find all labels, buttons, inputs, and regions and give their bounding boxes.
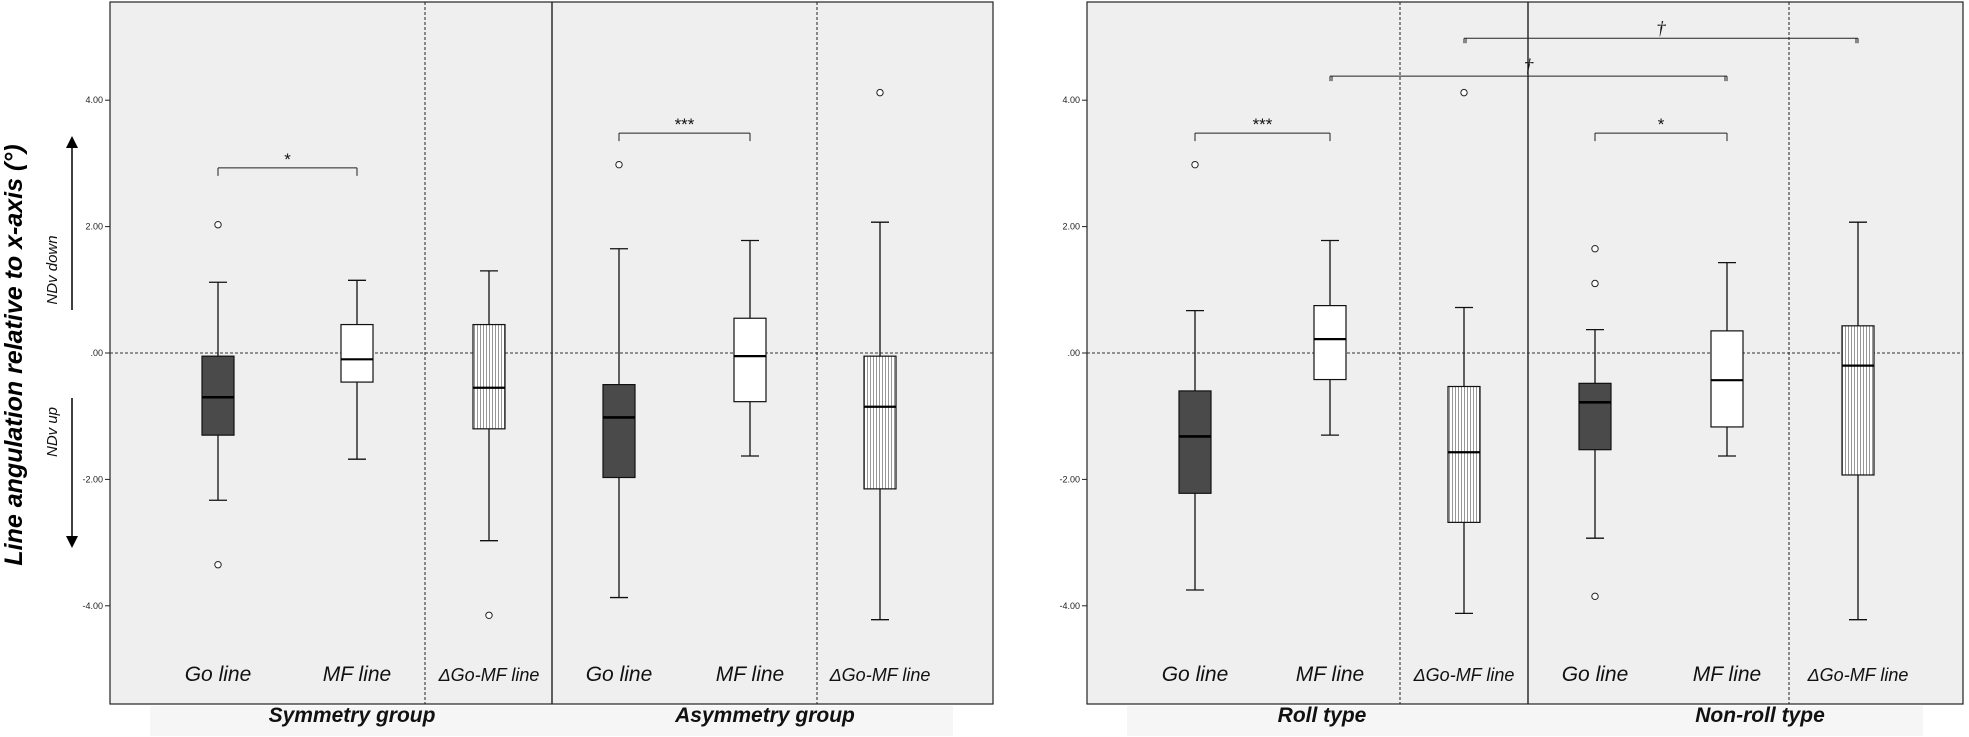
right-panel: 4.00 2.00 .00 -2.00 -4.00 Roll type Go line MF …	[1059, 1, 1964, 736]
y-axis-label: Line angulation relative to x-axis (°)	[0, 144, 28, 565]
box-iqr	[863, 355, 897, 490]
outlier-point	[876, 88, 884, 97]
category-label: Go line	[1562, 663, 1629, 686]
category-label: Go line	[586, 663, 653, 686]
y-tick-label: -4.00	[1059, 601, 1080, 611]
y-tick-label: 2.00	[1062, 222, 1080, 232]
outlier-point	[615, 160, 623, 169]
significance-label: ***	[675, 115, 695, 134]
box-iqr	[472, 323, 506, 430]
category-label: MF line	[323, 663, 391, 686]
outlier-point	[1591, 245, 1599, 253]
significance-label: †	[1524, 56, 1534, 77]
box-iqr	[602, 384, 636, 479]
group-label: Asymmetry group	[674, 704, 855, 727]
significance-label: ***	[1253, 115, 1273, 134]
y-tick-label: -4.00	[82, 601, 103, 611]
category-label: ΔGo-MF line	[438, 665, 540, 685]
outlier-point	[1191, 160, 1199, 169]
y-tick-label: 4.00	[1062, 95, 1080, 105]
box-iqr	[1578, 382, 1612, 451]
category-label: Go line	[185, 663, 252, 686]
outlier-point	[1460, 88, 1468, 97]
outlier-point	[1591, 592, 1599, 601]
category-label: MF line	[1296, 663, 1364, 686]
category-label: MF line	[1693, 663, 1761, 686]
y-tick-label: -2.00	[1059, 474, 1080, 484]
outlier-point	[485, 611, 493, 619]
group-caption-band	[1127, 706, 1923, 736]
category-label: MF line	[716, 663, 784, 686]
box-iqr	[1313, 305, 1347, 381]
direction-down-label: NDv up	[44, 407, 61, 457]
box-iqr	[340, 323, 374, 383]
left-panel: 4.00 2.00 .00 -2.00 -4.00 Symmetry group Go li…	[82, 1, 994, 736]
outlier-point	[214, 221, 222, 229]
category-label: ΔGo-MF line	[1413, 665, 1515, 685]
box-iqr	[201, 355, 235, 436]
box-iqr	[1447, 385, 1481, 523]
y-tick-label: .00	[1067, 348, 1080, 358]
box-iqr	[1710, 330, 1744, 428]
y-tick-label: .00	[90, 348, 103, 358]
y-tick-label: 4.00	[85, 95, 103, 105]
category-label: ΔGo-MF line	[1807, 665, 1909, 685]
group-caption-band	[150, 706, 953, 736]
box-iqr	[1841, 325, 1875, 476]
box-iqr	[733, 317, 767, 403]
y-tick-label: -2.00	[82, 474, 103, 484]
group-label: Roll type	[1278, 704, 1367, 727]
box-iqr	[1178, 390, 1212, 494]
significance-label: *	[1658, 115, 1665, 134]
significance-label: *	[284, 150, 291, 169]
group-label: Non-roll type	[1695, 704, 1825, 727]
significance-label: †	[1656, 18, 1666, 39]
direction-up-label: NDv down	[44, 235, 61, 304]
group-label: Symmetry group	[269, 704, 436, 727]
category-label: ΔGo-MF line	[829, 665, 931, 685]
outlier-point	[1591, 279, 1599, 288]
category-label: Go line	[1162, 663, 1229, 686]
y-tick-label: 2.00	[85, 222, 103, 232]
outlier-point	[214, 561, 222, 569]
